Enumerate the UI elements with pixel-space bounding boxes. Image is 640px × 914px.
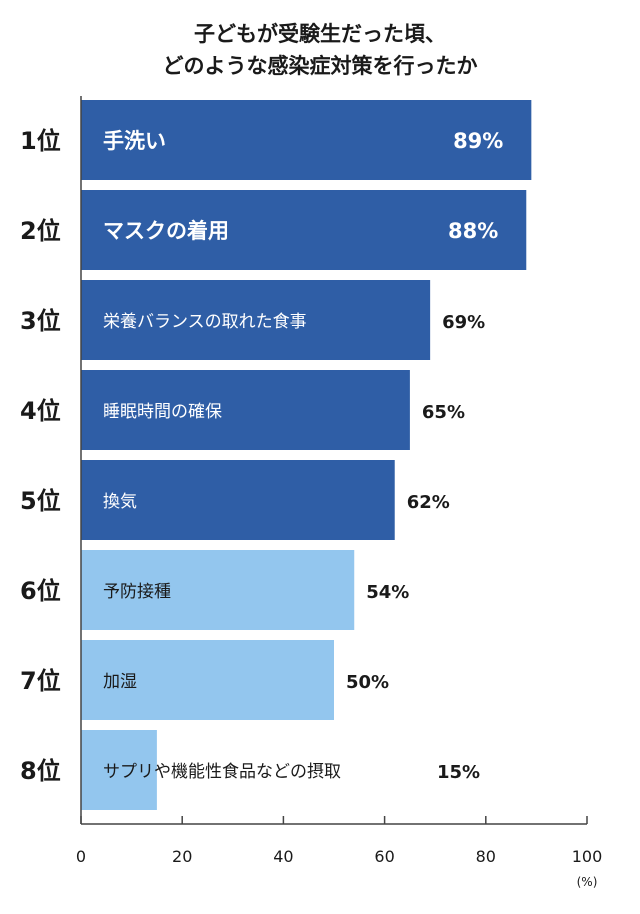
bar-1: [81, 100, 532, 180]
x-tick-label-20: 20: [172, 847, 192, 866]
category-label-8: サプリや機能性食品などの摂取: [103, 762, 341, 782]
value-label-2: 88%: [448, 219, 498, 243]
value-label-8: 15%: [437, 762, 480, 783]
bar-4: [81, 370, 410, 450]
value-label-3: 69%: [442, 312, 485, 333]
category-label-5: 換気: [103, 492, 137, 512]
rank-label-6: 6位: [20, 577, 61, 605]
category-label-3: 栄養バランスの取れた食事: [103, 312, 307, 332]
category-label-6: 予防接種: [103, 582, 171, 602]
category-label-4: 睡眠時間の確保: [103, 402, 222, 422]
category-label-2: マスクの着用: [103, 219, 229, 243]
bar-8: [81, 730, 157, 810]
value-label-6: 54%: [366, 582, 409, 603]
chart-title-line-1: 子どもが受験生だった頃、: [194, 22, 446, 46]
value-label-1: 89%: [453, 129, 503, 153]
value-label-4: 65%: [422, 402, 465, 423]
rank-label-1: 1位: [20, 127, 61, 155]
rank-label-4: 4位: [20, 397, 61, 425]
rank-label-7: 7位: [20, 667, 61, 695]
bar-3: [81, 280, 431, 360]
category-label-7: 加湿: [103, 672, 137, 692]
x-tick-label-40: 40: [273, 847, 293, 866]
bar-5: [81, 460, 395, 540]
bar-7: [81, 640, 334, 720]
category-label-1: 手洗い: [103, 129, 166, 153]
x-tick-label-60: 60: [374, 847, 394, 866]
rank-label-5: 5位: [20, 487, 61, 515]
x-unit-label: (%): [577, 875, 598, 889]
x-tick-label-80: 80: [476, 847, 496, 866]
bar-6: [81, 550, 355, 630]
chart-title-line-2: どのような感染症対策を行ったか: [162, 54, 478, 78]
rank-label-2: 2位: [20, 217, 61, 245]
x-tick-label-100: 100: [572, 847, 603, 866]
value-label-7: 50%: [346, 672, 389, 693]
rank-label-8: 8位: [20, 757, 61, 785]
bar-2: [81, 190, 527, 270]
value-label-5: 62%: [407, 492, 450, 513]
rank-label-3: 3位: [20, 307, 61, 335]
x-tick-label-0: 0: [76, 847, 86, 866]
chart-title: 子どもが受験生だった頃、 どのような感染症対策を行ったか: [0, 18, 640, 82]
